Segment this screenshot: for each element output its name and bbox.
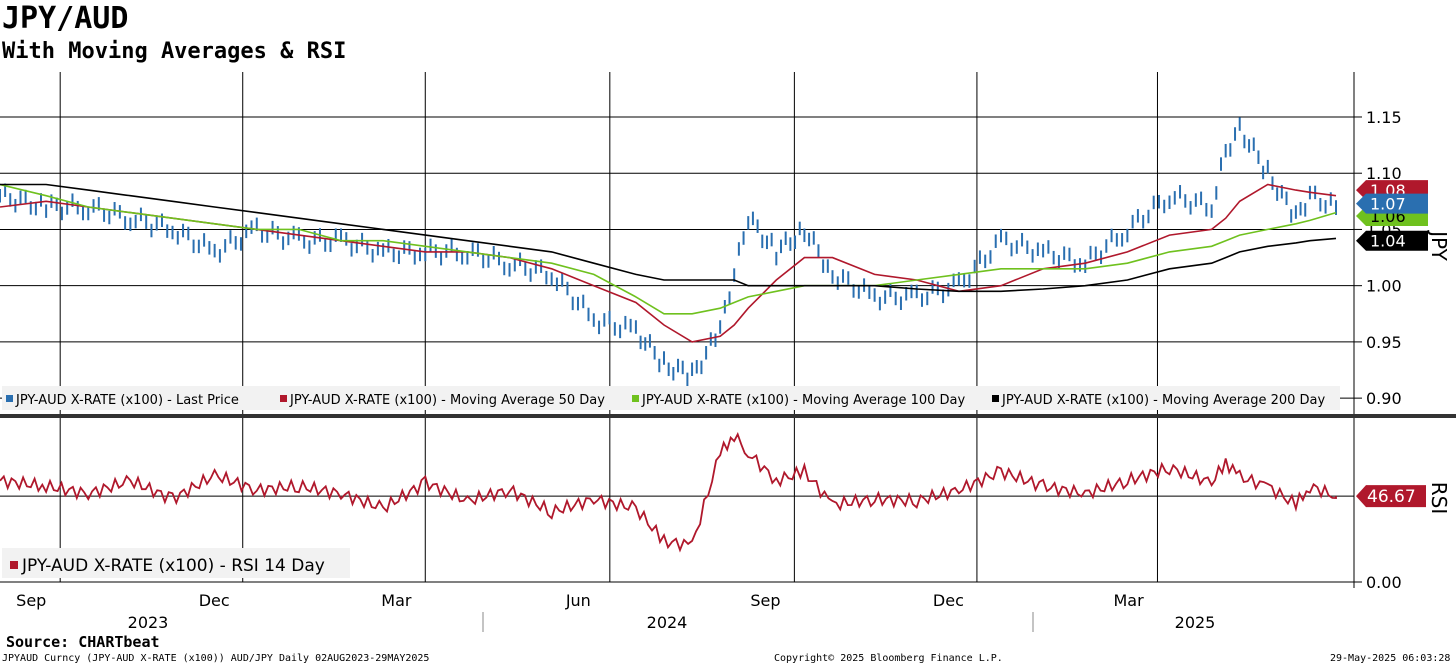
price-tick-label: 1.00	[1366, 277, 1402, 296]
last-price-value: 1.07	[1370, 195, 1406, 214]
axes: Sep Dec Mar Jun Sep Dec Mar 2023 2024 2025 1.15 1.1…	[0, 72, 1456, 632]
rsi-axis-title: RSI	[1427, 482, 1451, 515]
chart-subtitle: With Moving Averages & RSI	[2, 39, 347, 64]
year-label: 2024	[647, 613, 688, 632]
ma200-line	[0, 183, 1337, 293]
last-price-value-bg	[1356, 193, 1428, 214]
rsi-legend-bg	[2, 548, 350, 578]
x-tick-label: Mar	[381, 591, 412, 610]
x-tick-label: Sep	[16, 591, 46, 610]
rsi-tick-label: 0.00	[1366, 573, 1402, 592]
year-label: 2023	[128, 613, 169, 632]
ma200-last-value: 1.04	[1370, 232, 1406, 251]
x-tick-label: Dec	[199, 591, 230, 610]
price-tick-label: 0.95	[1366, 333, 1402, 352]
ma200-last-value-bg	[1356, 230, 1428, 251]
rsi-last-value: 46.67	[1367, 487, 1416, 507]
panel-separator	[0, 414, 1456, 418]
rsi-panel: JPY-AUD X-RATE (x100) - RSI 14 Day	[0, 432, 1337, 578]
price-axis-title: JPY	[1427, 229, 1451, 262]
rsi-legend-label: JPY-AUD X-RATE (x100) - RSI 14 Day	[21, 556, 325, 576]
price-panel: JPY-AUD X-RATE (x100) - Last Price JPY-AU…	[0, 117, 1340, 410]
ma50-line	[0, 183, 1337, 343]
timestamp: 29-May-2025 06:03:28	[1330, 653, 1451, 664]
ticker-info: JPYAUD Curncy (JPY-AUD X-RATE (x100)) AU…	[2, 653, 430, 664]
legend-swatch	[280, 395, 287, 402]
source-label: Source: CHARTbeat	[6, 633, 160, 651]
grid-lines	[0, 72, 1354, 583]
legend-label: JPY-AUD X-RATE (x100) - Moving Average 1…	[641, 393, 966, 408]
x-tick-label: Jun	[565, 591, 591, 610]
legend-swatch	[992, 395, 999, 402]
ma100-line	[0, 183, 1337, 315]
copyright: Copyright© 2025 Bloomberg Finance L.P.	[774, 653, 1003, 664]
x-tick-label: Dec	[933, 591, 964, 610]
x-tick-label: Mar	[1113, 591, 1144, 610]
rsi-line	[0, 432, 1337, 553]
price-legend-bg	[2, 386, 1340, 410]
legend-label: JPY-AUD X-RATE (x100) - Last Price	[15, 393, 239, 408]
price-tick-label: 0.90	[1366, 389, 1402, 408]
legend-swatch	[6, 395, 13, 402]
rsi-legend-swatch	[10, 561, 18, 569]
legend-label: JPY-AUD X-RATE (x100) - Moving Average 2…	[1001, 393, 1326, 408]
year-label: 2025	[1175, 613, 1216, 632]
price-tick-label: 1.15	[1366, 108, 1402, 127]
price-tick-label: 1.10	[1366, 164, 1402, 183]
rsi-last-value-bg	[1356, 485, 1426, 508]
chart-title: JPY/AUD	[2, 1, 129, 36]
x-tick-label: Sep	[750, 591, 780, 610]
legend-swatch	[632, 395, 639, 402]
legend-label: JPY-AUD X-RATE (x100) - Moving Average 5…	[289, 393, 605, 408]
